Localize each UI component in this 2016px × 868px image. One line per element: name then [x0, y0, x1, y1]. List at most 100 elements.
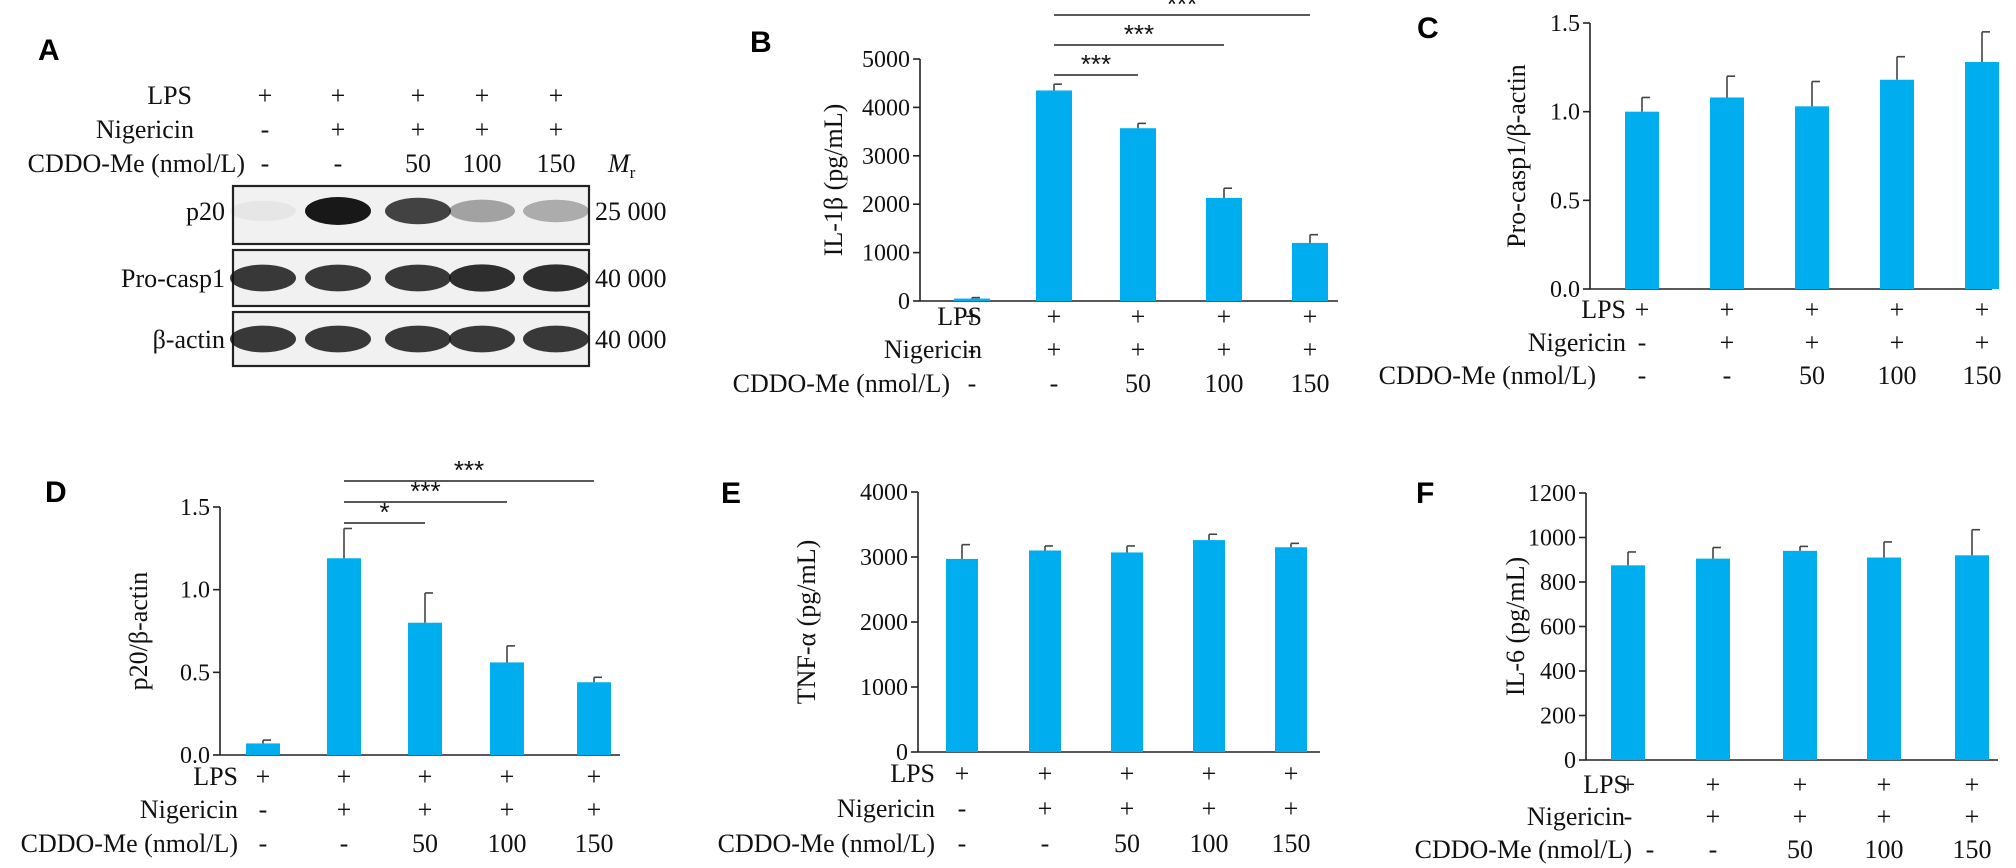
- treatment-value: -: [1709, 835, 1718, 864]
- treatment-row-label: Nigericin: [837, 794, 935, 823]
- treatment-value: +: [1217, 302, 1232, 331]
- y-axis-label: TNF-α (pg/mL): [792, 540, 821, 705]
- treatment-value: +: [1890, 328, 1905, 357]
- treatment-row-label: Nigericin: [1528, 328, 1626, 357]
- treatment-row-label: CDDO-Me (nmol/L): [718, 829, 935, 858]
- band-label: p20: [186, 197, 225, 226]
- y-tick-label: 1000: [862, 241, 910, 267]
- treatment-value: +: [1805, 295, 1820, 324]
- treatment-value: +: [1284, 794, 1299, 823]
- treatment-row-label: CDDO-Me (nmol/L): [21, 829, 238, 858]
- treatment-value: 150: [1291, 369, 1330, 398]
- treatment-value: +: [1793, 770, 1808, 799]
- blot-band: [230, 325, 296, 353]
- bar: [577, 682, 611, 755]
- significance-label: ***: [1124, 19, 1154, 49]
- treatment-value: +: [475, 115, 490, 144]
- treatment-value: +: [1877, 770, 1892, 799]
- blot-band: [523, 264, 589, 292]
- treatment-value: +: [1793, 802, 1808, 831]
- treatment-value: -: [1646, 835, 1655, 864]
- bar: [490, 662, 524, 755]
- treatment-value: +: [1202, 794, 1217, 823]
- treatment-value: 100: [1205, 369, 1244, 398]
- bar: [946, 558, 978, 752]
- treatment-row-label: Nigericin: [96, 115, 194, 144]
- treatment-value: +: [1120, 794, 1135, 823]
- mr-label: Mr: [607, 149, 636, 182]
- treatment-value: -: [1050, 369, 1059, 398]
- treatment-value: +: [1038, 794, 1053, 823]
- treatment-row-label: Nigericin: [140, 795, 238, 824]
- blot-band: [449, 325, 515, 353]
- treatment-value: +: [418, 795, 433, 824]
- treatment-value: +: [1890, 295, 1905, 324]
- treatment-value: +: [411, 81, 426, 110]
- y-tick-label: 2000: [860, 610, 908, 636]
- band-mr: 25 000: [595, 197, 667, 226]
- y-axis-label: Pro-casp1/β-actin: [1502, 64, 1531, 248]
- bar: [1625, 111, 1659, 290]
- treatment-value: 100: [1190, 829, 1229, 858]
- bar: [1965, 62, 1999, 289]
- treatment-value: +: [1284, 759, 1299, 788]
- y-tick-label: 400: [1540, 659, 1576, 685]
- treatment-value: -: [261, 149, 270, 178]
- treatment-value: -: [1624, 802, 1633, 831]
- treatment-value: -: [261, 115, 270, 144]
- treatment-value: +: [500, 795, 515, 824]
- treatment-value: +: [1047, 335, 1062, 364]
- treatment-value: +: [1038, 759, 1053, 788]
- blot-band: [305, 325, 371, 353]
- treatment-value: +: [587, 762, 602, 791]
- treatment-value: -: [259, 795, 268, 824]
- bar: [1795, 106, 1829, 289]
- treatment-value: -: [1723, 361, 1732, 390]
- treatment-row-label: LPS: [890, 759, 935, 788]
- treatment-value: -: [334, 149, 343, 178]
- treatment-row-label: CDDO-Me (nmol/L): [733, 369, 950, 398]
- blot-band: [230, 200, 296, 222]
- treatment-value: +: [331, 115, 346, 144]
- y-tick-label: 2000: [862, 192, 910, 218]
- y-axis-label: p20/β-actin: [124, 572, 153, 691]
- bar: [1955, 555, 1989, 760]
- treatment-value: +: [965, 302, 980, 331]
- treatment-value: +: [1621, 770, 1636, 799]
- treatment-row-label: Nigericin: [884, 335, 982, 364]
- treatment-value: 50: [1125, 369, 1151, 398]
- treatment-row-label: LPS: [1581, 295, 1626, 324]
- band-mr: 40 000: [595, 264, 667, 293]
- treatment-value: 50: [412, 829, 438, 858]
- treatment-value: 50: [1799, 361, 1825, 390]
- treatment-value: -: [968, 335, 977, 364]
- treatment-value: +: [500, 762, 515, 791]
- blot-band: [385, 325, 451, 353]
- treatment-value: +: [331, 81, 346, 110]
- treatment-value: +: [1706, 802, 1721, 831]
- band-label: Pro-casp1: [121, 264, 225, 293]
- y-tick-label: 200: [1540, 704, 1576, 730]
- treatment-value: +: [1706, 770, 1721, 799]
- treatment-value: +: [1965, 802, 1980, 831]
- treatment-value: 150: [537, 149, 576, 178]
- bar: [408, 622, 442, 755]
- treatment-value: +: [1131, 335, 1146, 364]
- treatment-value: -: [958, 829, 967, 858]
- treatment-value: 150: [1963, 361, 2002, 390]
- treatment-row-label: LPS: [193, 762, 238, 791]
- y-tick-label: 1200: [1528, 481, 1576, 507]
- treatment-value: +: [1303, 335, 1318, 364]
- significance-label: ***: [454, 455, 484, 485]
- treatment-value: +: [1975, 328, 1990, 357]
- y-tick-label: 1.0: [1550, 100, 1580, 126]
- panel-letter-e: E: [721, 477, 741, 510]
- treatment-value: +: [337, 762, 352, 791]
- bar: [1292, 242, 1328, 301]
- treatment-value: +: [256, 762, 271, 791]
- bar: [1206, 197, 1242, 301]
- panel-letter-b: B: [750, 26, 772, 59]
- bar: [246, 743, 280, 755]
- y-tick-label: 3000: [862, 144, 910, 170]
